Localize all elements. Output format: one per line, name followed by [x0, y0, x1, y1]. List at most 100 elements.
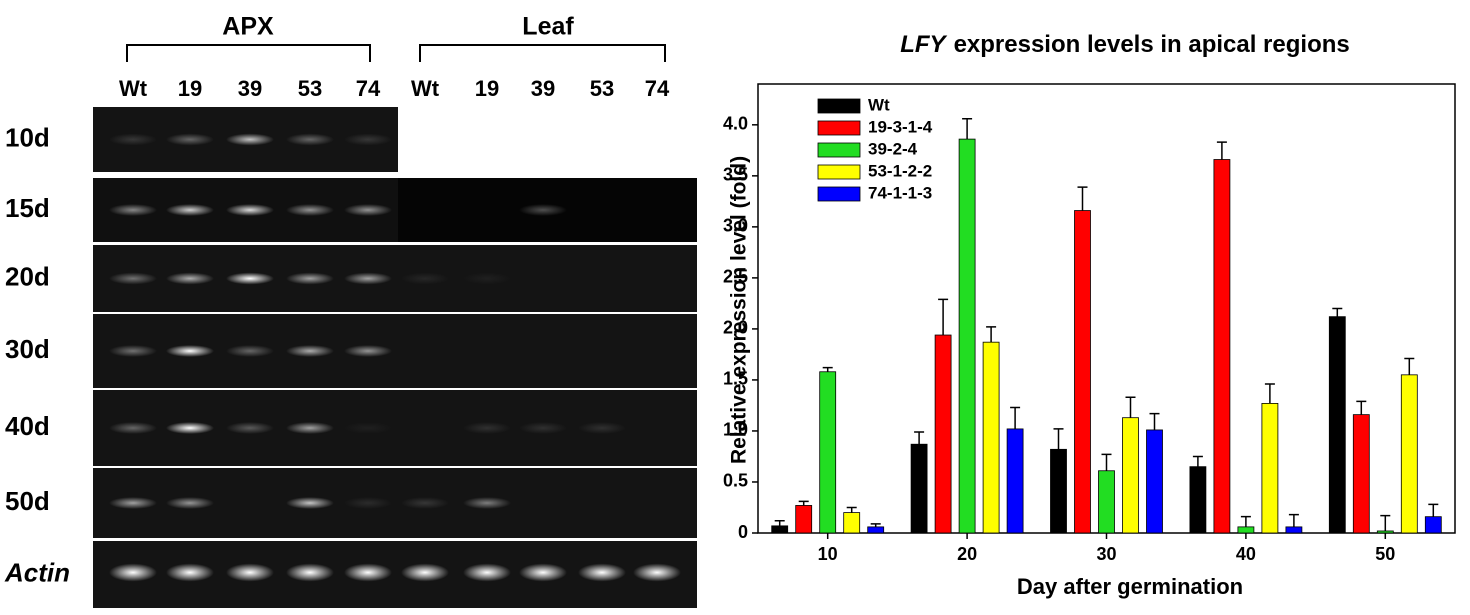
row-label: 50d: [5, 486, 50, 516]
gel-band: [519, 563, 567, 582]
legend-swatch: [817, 186, 861, 202]
legend-label: Wt: [868, 95, 890, 114]
lane-label: Wt: [119, 76, 148, 101]
gel-band: [226, 204, 274, 216]
y-tick-label: 3.5: [723, 165, 748, 185]
gel-band: [286, 563, 334, 582]
bar: [795, 505, 813, 534]
error-bar: [774, 520, 785, 526]
gel-band: [166, 497, 214, 509]
legend-label: 19-3-1-4: [868, 117, 933, 136]
error-bar: [1010, 406, 1021, 429]
lane-label: 19: [178, 76, 202, 101]
x-axis-label: Day after germination: [1017, 574, 1243, 599]
group-label: APX: [222, 13, 274, 41]
gel-band: [166, 345, 214, 357]
leaf-bracket: [419, 44, 666, 62]
gel-band: [226, 422, 274, 434]
bar: [1376, 530, 1394, 534]
lane-label: 39: [238, 76, 262, 101]
error-bar: [822, 366, 833, 372]
lane-label: 74: [645, 76, 670, 101]
gel-band: [166, 133, 214, 146]
error-bar: [1356, 400, 1367, 415]
gel-band: [463, 422, 511, 434]
row-label: 20d: [5, 261, 50, 291]
error-bar: [798, 500, 809, 506]
gel-band: [226, 345, 274, 357]
error-bar: [1077, 186, 1088, 211]
y-tick-label: 2.5: [723, 267, 748, 287]
gel-band: [109, 563, 157, 582]
error-bar: [1125, 396, 1136, 418]
error-bar: [1149, 412, 1160, 430]
x-tick-label: 40: [1236, 544, 1256, 564]
bar: [934, 334, 952, 534]
bar: [1189, 466, 1207, 534]
error-bar: [962, 117, 973, 140]
gel-band: [166, 563, 214, 582]
row-label: 30d: [5, 334, 50, 364]
gel-band: [578, 422, 626, 434]
legend-swatch: [817, 142, 861, 158]
bar: [958, 138, 976, 534]
bar: [867, 526, 885, 534]
error-bar: [1428, 503, 1439, 517]
gel-band: [286, 133, 334, 146]
gel-band: [109, 272, 157, 285]
error-bar: [1332, 307, 1343, 317]
gel-band: [166, 204, 214, 216]
gel-band: [109, 204, 157, 216]
y-tick-label: 2.0: [723, 318, 748, 338]
gel-band: [286, 345, 334, 357]
row-label: 10d: [5, 122, 50, 152]
group-label: Leaf: [522, 13, 574, 41]
error-bar: [1288, 513, 1299, 527]
lane-label: 74: [356, 76, 381, 101]
bar: [1074, 210, 1091, 534]
gel-band: [166, 422, 214, 434]
gel-band: [286, 497, 334, 509]
gel-band: [109, 422, 157, 434]
gel-band: [463, 497, 511, 509]
gel-band: [286, 272, 334, 285]
bar: [1328, 316, 1346, 534]
x-tick-label: 30: [1096, 544, 1116, 564]
bar: [1146, 429, 1163, 534]
gel-band: [633, 563, 681, 582]
legend-label: 74-1-1-3: [868, 183, 932, 202]
gel-band: [286, 422, 334, 434]
gel-band: [109, 497, 157, 509]
y-tick-label: 0: [738, 522, 748, 542]
error-bar: [1192, 455, 1203, 467]
gel-band: [344, 497, 392, 509]
gel-brackets: [126, 44, 666, 62]
gel-band: [226, 563, 274, 582]
title-text: expression levels in apical regions: [954, 31, 1350, 58]
gel-band: [401, 497, 449, 509]
gel-band: [344, 345, 392, 357]
gel-band: [109, 133, 157, 146]
row-label: 40d: [5, 411, 50, 441]
y-tick-label: 0.5: [723, 471, 748, 491]
bar: [1006, 428, 1024, 534]
bar: [819, 371, 837, 534]
error-bar: [1404, 357, 1415, 375]
gel-band: [401, 272, 449, 285]
gel-band: [344, 133, 392, 146]
bar: [1352, 414, 1370, 534]
row-label: Actin: [4, 557, 70, 587]
gel-band: [344, 272, 392, 285]
error-bar: [986, 326, 997, 343]
error-bar: [914, 431, 925, 445]
row-label: 15d: [5, 193, 50, 223]
error-bar: [1053, 428, 1064, 450]
gel-band: [166, 272, 214, 285]
y-tick-label: 3.0: [723, 216, 748, 236]
lane-label: Wt: [411, 76, 440, 101]
x-tick-label: 50: [1375, 544, 1395, 564]
y-tick-label: 4.0: [723, 114, 748, 134]
chart-title: LFY expression levels in apical regions: [900, 31, 1350, 58]
bar: [982, 341, 1000, 534]
